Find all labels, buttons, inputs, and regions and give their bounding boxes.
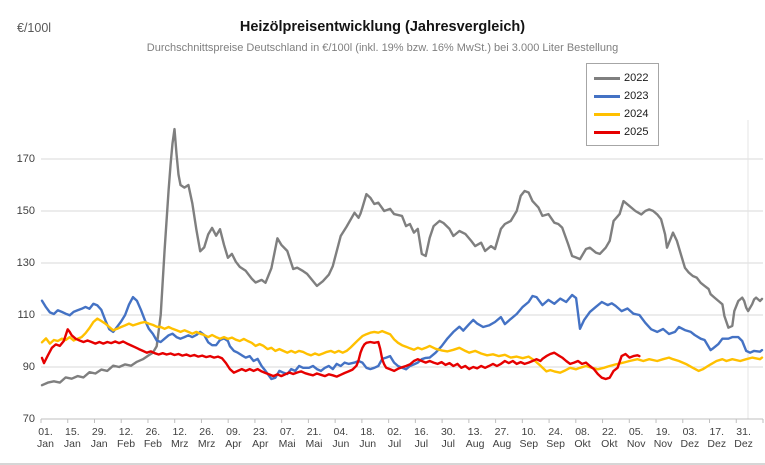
series-line-2022 (40, 127, 764, 387)
legend-label: 2025 (624, 126, 649, 138)
series-swatch-2023 (594, 94, 620, 98)
x-axis-label: 19. Nov (653, 426, 673, 450)
legend-item-2025[interactable]: 2025 (587, 123, 658, 141)
x-axis-label: 03. Dez (680, 426, 700, 450)
y-axis-tick-label: 130 (16, 256, 35, 269)
x-axis-label: 02. Jul (387, 426, 402, 450)
x-axis-label: 12. Feb (117, 426, 136, 450)
x-axis-label: 31. Dez (734, 426, 753, 450)
x-axis-label: 05. Nov (626, 426, 646, 450)
y-axis-tick-label: 70 (22, 412, 35, 425)
series-line-2023 (40, 293, 764, 381)
x-axis-label: 30. Jul (440, 426, 456, 450)
series-line-2024 (40, 317, 764, 374)
legend-item-2023[interactable]: 2023 (587, 87, 658, 105)
series-swatch-2025 (594, 130, 620, 134)
x-axis-label: 12. Mrz (171, 426, 189, 450)
y-axis-tick-label: 110 (17, 308, 35, 321)
x-axis-label: 17. Dez (707, 426, 727, 450)
x-axis-label: 09. Apr (225, 426, 242, 450)
x-axis-label: 18. Jun (359, 426, 377, 450)
series-swatch-2024 (594, 112, 620, 116)
x-axis-label: 15. Jan (63, 426, 81, 450)
y-axis-tick-label: 170 (16, 152, 35, 165)
legend-item-2024[interactable]: 2024 (587, 105, 658, 123)
series-line-2025 (40, 328, 641, 381)
x-axis-label: 23. Apr (252, 426, 269, 450)
series-swatch-2022 (594, 76, 620, 80)
legend-label: 2023 (624, 90, 649, 102)
x-axis-label: 27. Aug (492, 426, 512, 450)
x-axis-label: 29. Jan (90, 426, 108, 450)
legend-label: 2024 (624, 108, 649, 120)
y-axis-unit-label: €/100l (17, 21, 52, 35)
x-axis-label: 16. Jul (414, 426, 429, 450)
x-axis-label: 26. Feb (143, 426, 162, 450)
legend-item-2022[interactable]: 2022 (587, 69, 658, 87)
legend: 2022 2023 2024 2025 (586, 63, 659, 146)
x-axis-label: 10. Sep (519, 426, 539, 450)
x-axis-label: 07. Mai (278, 426, 296, 450)
x-axis-label: 08. Okt (574, 426, 591, 450)
x-axis-label: 24. Sep (546, 426, 565, 450)
x-axis-label: 21. Mai (305, 426, 323, 450)
legend-label: 2022 (624, 72, 649, 84)
chart-title: Heizölpreisentwicklung (Jahresvergleich) (239, 19, 526, 35)
y-axis-tick-label: 90 (22, 360, 35, 373)
x-axis-label: 22. Okt (601, 426, 618, 450)
x-axis-label: 01. Jan (37, 426, 54, 450)
chart-subtitle: Durchschnittspreise Deutschland in €/100… (146, 42, 619, 54)
x-axis-label: 13. Aug (465, 426, 485, 450)
x-axis-label: 04. Jun (332, 426, 350, 450)
x-axis-label: 26. Mrz (197, 426, 216, 450)
y-axis-tick-label: 150 (16, 204, 35, 217)
